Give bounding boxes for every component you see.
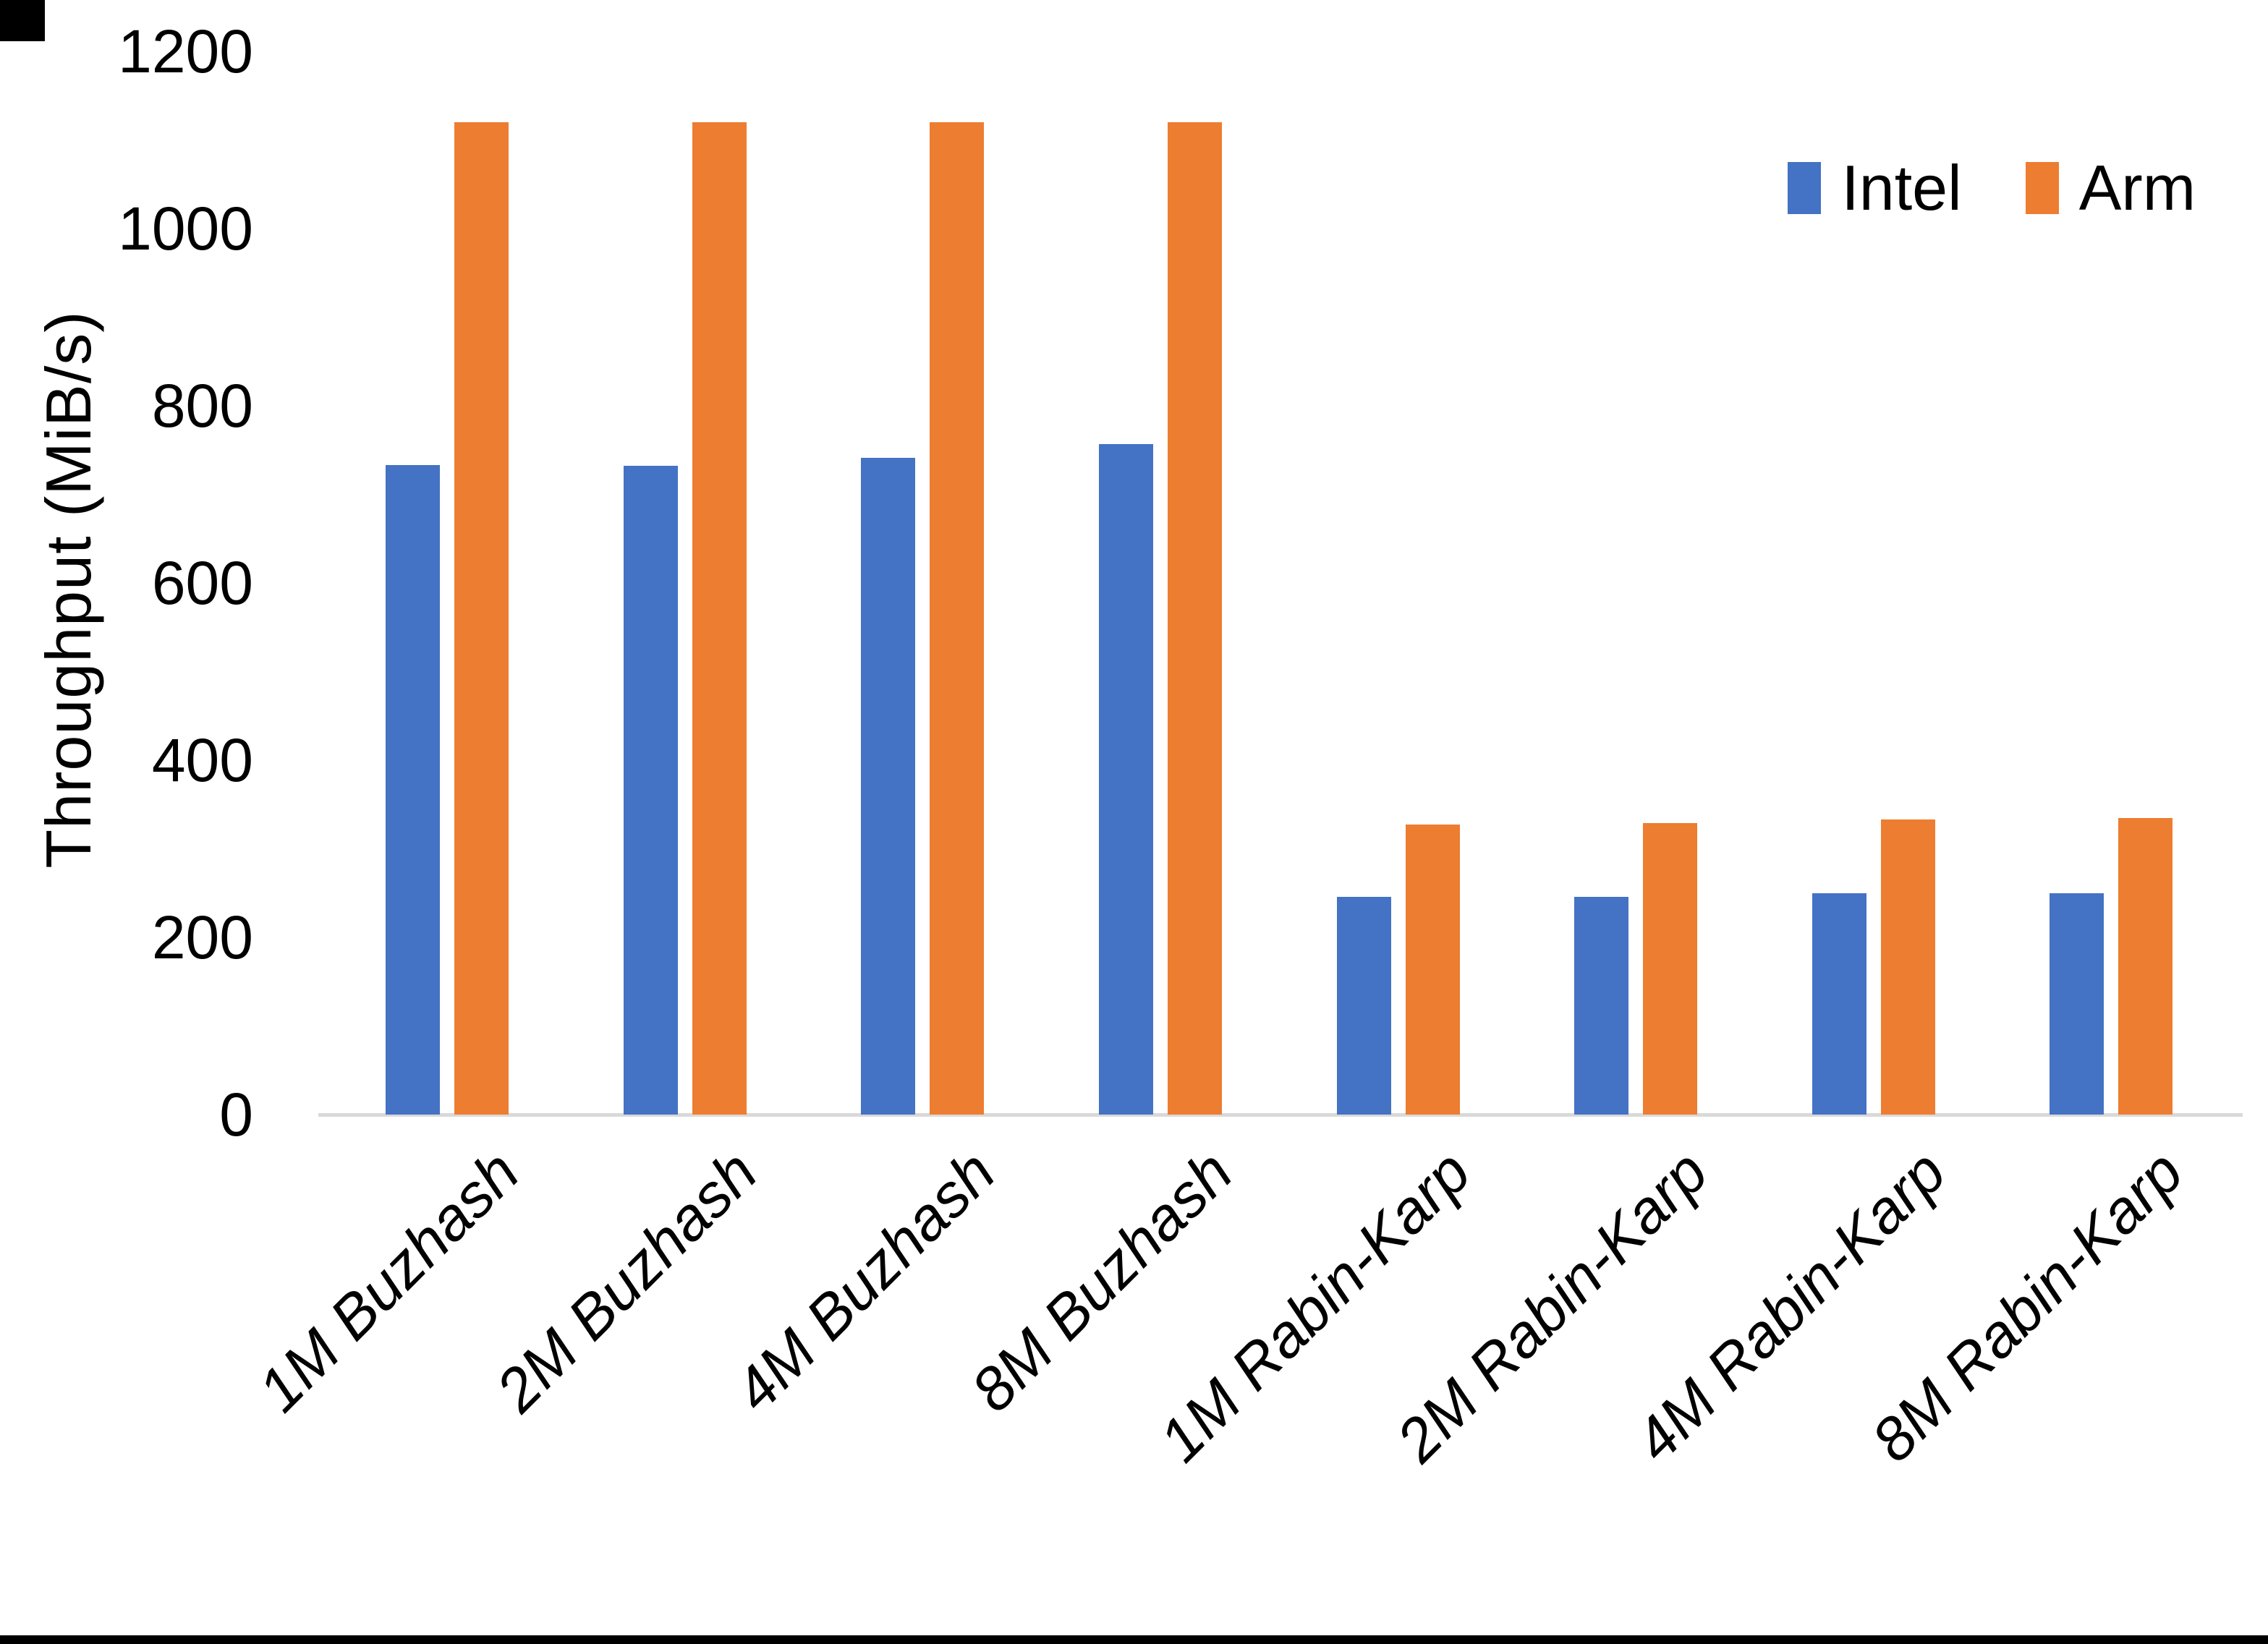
legend-item-intel: Intel <box>1788 152 1962 224</box>
y-tick-label-1200: 1200 <box>118 17 253 85</box>
y-tick-label-400: 400 <box>151 726 253 794</box>
x-axis-line <box>318 1113 2243 1117</box>
y-tick-label-0: 0 <box>219 1081 253 1149</box>
y-tick-label-200: 200 <box>151 903 253 971</box>
y-tick-label-600: 600 <box>151 549 253 617</box>
bottom-border-bar <box>0 1635 2268 1644</box>
bar-intel-8m-rabin-karp <box>2050 893 2105 1115</box>
intel-legend-swatch <box>1788 162 1822 214</box>
bar-intel-8m-buzhash <box>1098 443 1153 1115</box>
bar-intel-2m-rabin-karp <box>1574 896 1629 1115</box>
bar-arm-1m-buzhash <box>454 122 509 1115</box>
bar-arm-8m-rabin-karp <box>2118 817 2173 1115</box>
bar-arm-2m-buzhash <box>692 122 747 1115</box>
arm-legend-label: Arm <box>2078 152 2196 223</box>
bar-intel-4m-rabin-karp <box>1812 893 1866 1115</box>
bar-arm-4m-rabin-karp <box>1880 819 1935 1115</box>
bar-arm-8m-buzhash <box>1167 122 1222 1115</box>
bar-intel-4m-buzhash <box>861 458 916 1115</box>
bar-intel-2m-buzhash <box>623 466 678 1115</box>
bar-intel-1m-rabin-karp <box>1336 896 1391 1115</box>
arm-legend-swatch <box>2025 162 2059 214</box>
top-left-corner-mark <box>0 0 45 41</box>
legend-item-arm: Arm <box>2025 152 2196 224</box>
y-tick-label-800: 800 <box>151 372 253 440</box>
bar-arm-1m-rabin-karp <box>1405 825 1460 1115</box>
bar-arm-2m-rabin-karp <box>1643 822 1698 1115</box>
y-tick-label-1000: 1000 <box>118 195 253 263</box>
bar-intel-1m-buzhash <box>386 465 441 1115</box>
bar-arm-4m-buzhash <box>930 122 985 1115</box>
legend: Intel Arm <box>1788 148 2196 228</box>
intel-legend-label: Intel <box>1841 152 1962 223</box>
